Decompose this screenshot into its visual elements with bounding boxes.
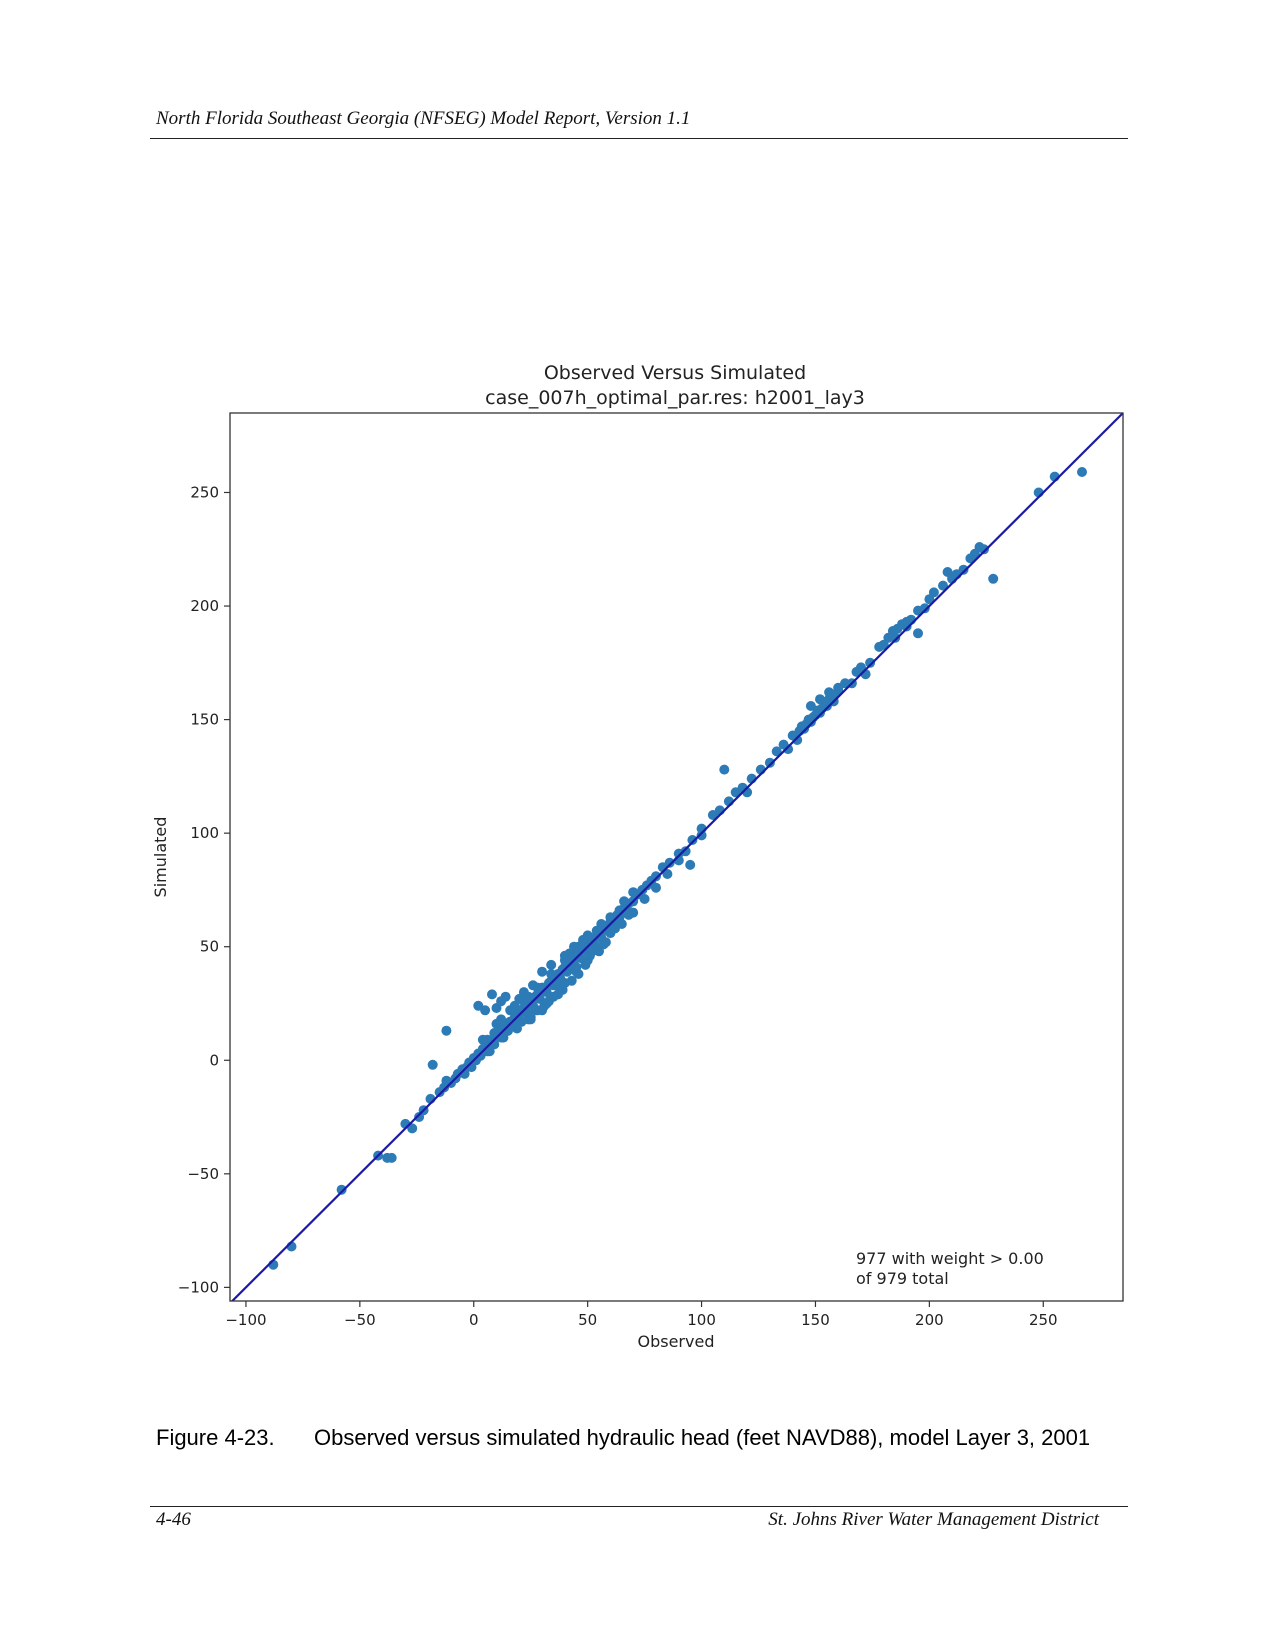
data-point	[512, 1023, 522, 1034]
x-tick-label: −50	[344, 1311, 376, 1329]
data-point	[407, 1123, 418, 1134]
x-tick-label: 250	[1029, 1311, 1058, 1329]
data-point	[559, 978, 570, 988]
y-tick-label: 250	[190, 483, 219, 501]
data-point	[764, 757, 775, 768]
data-point	[487, 989, 497, 1000]
data-point	[537, 1005, 548, 1016]
data-point	[548, 991, 559, 1002]
data-point	[525, 1014, 536, 1025]
data-point	[605, 912, 616, 923]
data-point	[491, 1018, 502, 1029]
running-header: North Florida Southeast Georgia (NFSEG) …	[156, 108, 691, 129]
data-point	[571, 966, 582, 977]
data-point	[591, 925, 602, 936]
data-point	[680, 846, 691, 857]
figure-number: Figure 4-23.	[156, 1425, 275, 1450]
annotation-line-2: of 979 total	[856, 1269, 949, 1288]
data-point	[546, 959, 557, 970]
data-point	[582, 955, 593, 966]
data-point	[805, 701, 816, 711]
data-point	[489, 1028, 500, 1038]
data-point	[792, 735, 803, 745]
data-point	[546, 969, 557, 979]
x-axis-label: Observed	[638, 1332, 715, 1351]
x-tick-label: 50	[578, 1311, 597, 1329]
data-point	[1077, 467, 1087, 477]
data-point	[336, 1184, 347, 1195]
data-point	[500, 991, 511, 1002]
data-point	[687, 835, 698, 845]
data-point	[958, 564, 969, 575]
data-point	[913, 628, 923, 639]
data-point	[498, 1032, 509, 1043]
data-point	[664, 857, 675, 868]
y-tick-label: 50	[200, 938, 219, 956]
data-point	[919, 603, 930, 614]
data-point	[974, 542, 985, 552]
chart-title: Observed Versus Simulated	[544, 362, 806, 384]
y-tick-label: −100	[178, 1278, 219, 1296]
data-point	[639, 894, 650, 904]
data-point	[619, 896, 630, 907]
data-point	[651, 871, 661, 882]
data-point	[573, 941, 584, 952]
data-point	[771, 746, 782, 757]
chart-subtitle: case_007h_optimal_par.res: h2001_lay3	[485, 387, 865, 409]
data-point	[651, 882, 661, 893]
footer-rule	[150, 1506, 1128, 1507]
data-point	[427, 1059, 438, 1070]
data-point	[477, 1034, 488, 1045]
data-point	[865, 657, 876, 668]
data-point	[594, 946, 604, 957]
data-point	[901, 616, 912, 627]
y-tick-label: 100	[190, 824, 219, 842]
data-point	[628, 887, 639, 898]
data-point	[484, 1046, 495, 1057]
data-point	[928, 587, 939, 598]
caption-text: Observed versus simulated hydraulic head…	[314, 1425, 1091, 1450]
data-point	[719, 764, 730, 775]
data-point	[559, 955, 570, 966]
y-tick-label: −50	[187, 1165, 219, 1183]
y-tick-label: 150	[190, 711, 219, 729]
footer-page-number: 4-46	[156, 1509, 191, 1530]
data-point	[696, 830, 707, 841]
footer-organization: St. Johns River Water Management Distric…	[768, 1509, 1099, 1530]
data-point	[833, 682, 844, 693]
data-point	[662, 869, 673, 879]
y-tick-label: 200	[190, 597, 219, 615]
data-point	[441, 1025, 452, 1036]
axis-ticks: −100 −50 0 50 100 150 200 250 −100 −50 0 50 100 150 20…	[178, 483, 1058, 1329]
axes-frame	[229, 412, 1124, 1302]
data-point	[938, 580, 948, 591]
data-point	[505, 1005, 516, 1016]
y-tick-label: 0	[209, 1051, 219, 1069]
data-point	[890, 632, 901, 643]
data-point	[518, 996, 529, 1007]
y-axis-label: Simulated	[151, 817, 170, 898]
x-tick-label: 200	[915, 1311, 944, 1329]
annotation-line-1: 977 with weight > 0.00	[856, 1249, 1044, 1268]
figure-caption: Figure 4-23. Observed versus simulated hy…	[156, 1425, 1096, 1450]
data-point	[628, 907, 639, 918]
data-point	[783, 744, 794, 755]
data-point	[605, 928, 616, 939]
x-tick-label: −100	[225, 1311, 266, 1329]
data-point	[386, 1152, 397, 1163]
data-point	[616, 919, 627, 929]
data-point	[988, 573, 999, 584]
x-tick-label: 0	[469, 1311, 479, 1329]
x-tick-label: 150	[801, 1311, 830, 1329]
data-point	[537, 966, 548, 977]
x-tick-label: 100	[687, 1311, 716, 1329]
header-rule	[150, 138, 1128, 139]
data-point	[815, 694, 825, 705]
plot-area	[230, 413, 1123, 1301]
data-point	[532, 982, 543, 993]
data-point	[685, 859, 696, 870]
data-point	[480, 1005, 491, 1016]
one-to-one-line	[230, 413, 1123, 1301]
